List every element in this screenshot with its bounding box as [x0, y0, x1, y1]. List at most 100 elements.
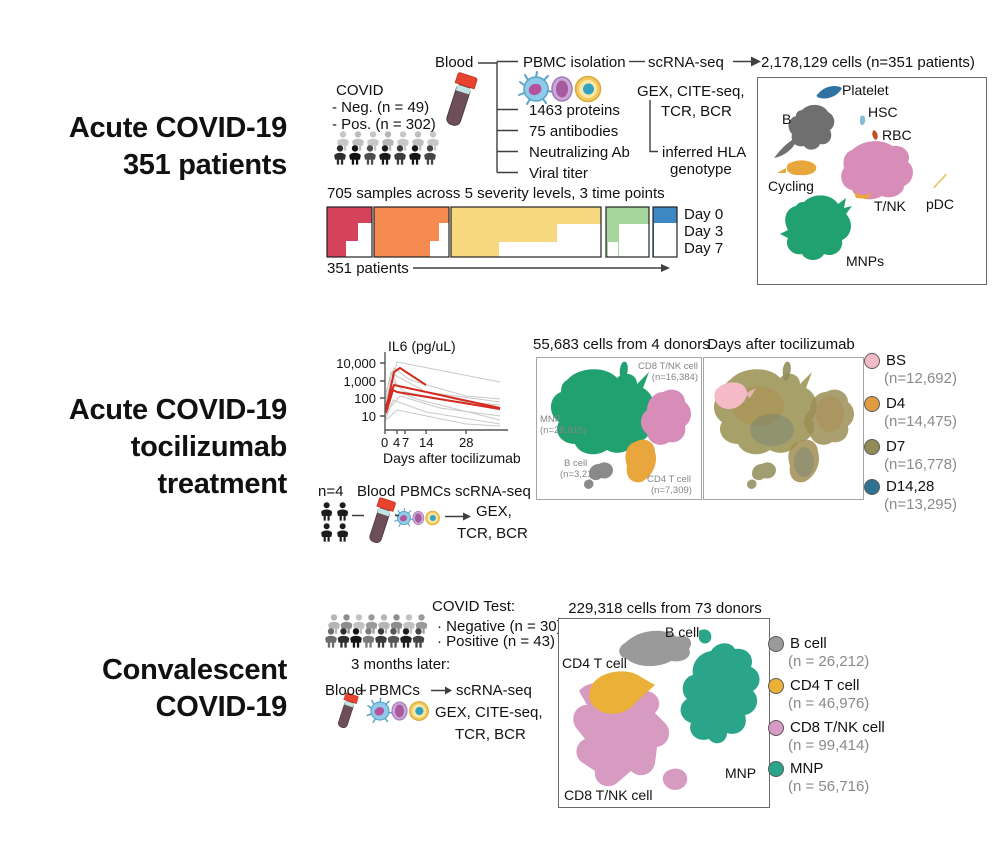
legend-dot-mnp — [768, 760, 784, 777]
legend-dot-cd4 — [768, 677, 784, 694]
il6-ytick-1000: 1,000 — [343, 374, 376, 389]
conv-cells-icon — [366, 697, 430, 723]
legend-label-cd4: CD4 T cell — [790, 677, 860, 694]
il6-ytick-10000: 10,000 — [336, 356, 376, 371]
legend-conv-cd8: CD8 T/NK cell (n = 99,414) — [768, 719, 885, 754]
toci-crowd-icon — [321, 502, 349, 542]
toci-gex-label: GEX, — [476, 503, 512, 520]
proteins-label: 1463 proteins — [529, 102, 620, 119]
blood-label: Blood — [435, 54, 474, 71]
umap-cells-b-n: (n=3,219) — [560, 469, 601, 480]
il6-xtick-14: 14 — [419, 435, 434, 450]
legend-days-d7: D7 (n=16,778) — [864, 438, 957, 473]
heading-toci-line2: tocilizumab — [130, 431, 288, 463]
umap-label-b: B — [782, 111, 792, 127]
arrow-head-toci — [463, 512, 471, 521]
il6-ytick-10: 10 — [361, 409, 376, 424]
hla-label-2: genotype — [670, 161, 732, 178]
day3-label: Day 3 — [684, 223, 724, 240]
conv-gex-label: GEX, CITE-seq, — [435, 704, 543, 721]
months-later-label: 3 months later: — [351, 656, 451, 673]
cohort-negative: - Neg. (n = 49) — [332, 99, 430, 116]
umap-conv-mnp-label: MNP — [725, 765, 757, 781]
il6-xtick-7: 7 — [402, 435, 410, 450]
legend-days-d4: D4 (n=14,475) — [864, 395, 957, 430]
il6-title: IL6 (pg/uL) — [388, 338, 456, 354]
legend-n-bs: (n=12,692) — [884, 370, 957, 387]
umap-cells-cd4-label: CD4 T cell — [647, 474, 691, 485]
viral-titer-label: Viral titer — [529, 165, 588, 182]
umap-label-tnk: T/NK — [874, 198, 906, 214]
umap-cells-mnp-label: MNP — [540, 414, 562, 425]
modalities-label-1: GEX, CITE-seq, — [637, 83, 745, 100]
umap-conv-b-label: B cell — [665, 624, 700, 640]
umap-cells-cd8-label: CD8 T/NK cell — [637, 361, 698, 372]
pbmc-isolation-label: PBMC isolation — [523, 54, 626, 71]
umap-label-platelet: Platelet — [842, 82, 889, 98]
toci-cells-icon — [394, 508, 441, 527]
umap-cells-box: CD8 T/NK cell (n=16,384) MNP (n=28,815) … — [536, 357, 702, 500]
legend-label-b: B cell — [790, 635, 827, 652]
legend-conv-cd4: CD4 T cell (n = 46,976) — [768, 677, 869, 712]
legend-dot-b — [768, 635, 784, 652]
heading-toci: Acute COVID-19 tocilizumab treatment — [15, 392, 287, 503]
flow-connectors-toci — [352, 514, 463, 518]
conv-tcrbcr-label: TCR, BCR — [455, 726, 526, 743]
legend-label-mnp: MNP — [790, 760, 824, 777]
legend-n-cd4: (n = 46,976) — [788, 695, 870, 712]
heading-acute: Acute COVID-19 351 patients — [15, 110, 287, 184]
pbmc-cells-icon — [518, 71, 602, 105]
toci-pbmcs-label: PBMCs — [400, 483, 451, 500]
flow-connectors-acute — [478, 60, 751, 174]
il6-plot — [380, 352, 508, 434]
scrnaseq-label: scRNA-seq — [648, 54, 724, 71]
severity-bar — [326, 206, 678, 272]
il6-xlabel: Days after tocilizumab — [383, 450, 521, 466]
umap-label-pdc: pDC — [926, 196, 955, 212]
modalities-label-2: TCR, BCR — [661, 103, 732, 120]
covid-test-positive: · Positive (n = 43) — [437, 633, 555, 650]
samples-caption: 705 samples across 5 severity levels, 3 … — [327, 185, 665, 202]
heading-toci-line3: treatment — [157, 468, 288, 500]
cohort-crowd-icon — [334, 131, 439, 165]
toci-blood-label: Blood — [357, 483, 396, 500]
heading-acute-line1: Acute COVID-19 — [68, 112, 287, 144]
umap-acute-box: Platelet HSC RBC B Cycling T/NK pDC MNPs — [757, 77, 987, 285]
total-cells-label: 2,178,129 cells (n=351 patients) — [761, 54, 975, 71]
umap-conv-box: B cell CD4 T cell CD8 T/NK cell MNP — [558, 618, 770, 808]
day7-label: Day 7 — [684, 240, 724, 257]
covid-test-negative: · Negative (n = 30) — [437, 618, 562, 635]
umap-cells-mnp-n: (n=28,815) — [540, 425, 587, 436]
conv-scrnaseq-label: scRNA-seq — [456, 682, 532, 699]
legend-dot-d1428 — [864, 478, 880, 495]
umap-label-mnps: MNPs — [846, 253, 885, 269]
heading-toci-line1: Acute COVID-19 — [68, 394, 287, 426]
heading-conv-line2: COVID-19 — [155, 691, 288, 723]
heading-conv: Convalescent COVID-19 — [15, 652, 287, 726]
il6-xtick-4: 4 — [393, 435, 401, 450]
legend-days-bs: BS (n=12,692) — [864, 352, 957, 387]
umap-cells-b-label: B cell — [564, 458, 588, 469]
hla-label-1: inferred HLA — [662, 144, 747, 161]
il6-ytick-100: 100 — [354, 391, 376, 406]
heading-conv-line1: Convalescent — [102, 654, 287, 686]
legend-dot-d4 — [864, 395, 880, 412]
cohort-positive: - Pos. (n = 302) — [332, 116, 436, 133]
umap-cells-title: 55,683 cells from 4 donors — [533, 336, 710, 353]
umap-label-hsc: HSC — [868, 104, 898, 120]
day0-label: Day 0 — [684, 206, 724, 223]
legend-conv-mnp: MNP (n = 56,716) — [768, 760, 869, 795]
toci-scrnaseq-label: scRNA-seq — [455, 483, 531, 500]
il6-xtick-28: 28 — [459, 435, 474, 450]
legend-days-d1428: D14,28 (n=13,295) — [864, 478, 957, 513]
legend-n-d4: (n=14,475) — [884, 413, 957, 430]
antibodies-label: 75 antibodies — [529, 123, 619, 140]
umap-days-box — [703, 357, 864, 500]
legend-n-b: (n = 26,212) — [788, 653, 870, 670]
legend-n-d7: (n=16,778) — [884, 456, 957, 473]
legend-label-d1428: D14,28 — [886, 478, 935, 495]
umap-conv-cd8-label: CD8 T/NK cell — [564, 787, 653, 803]
legend-dot-d7 — [864, 438, 880, 455]
